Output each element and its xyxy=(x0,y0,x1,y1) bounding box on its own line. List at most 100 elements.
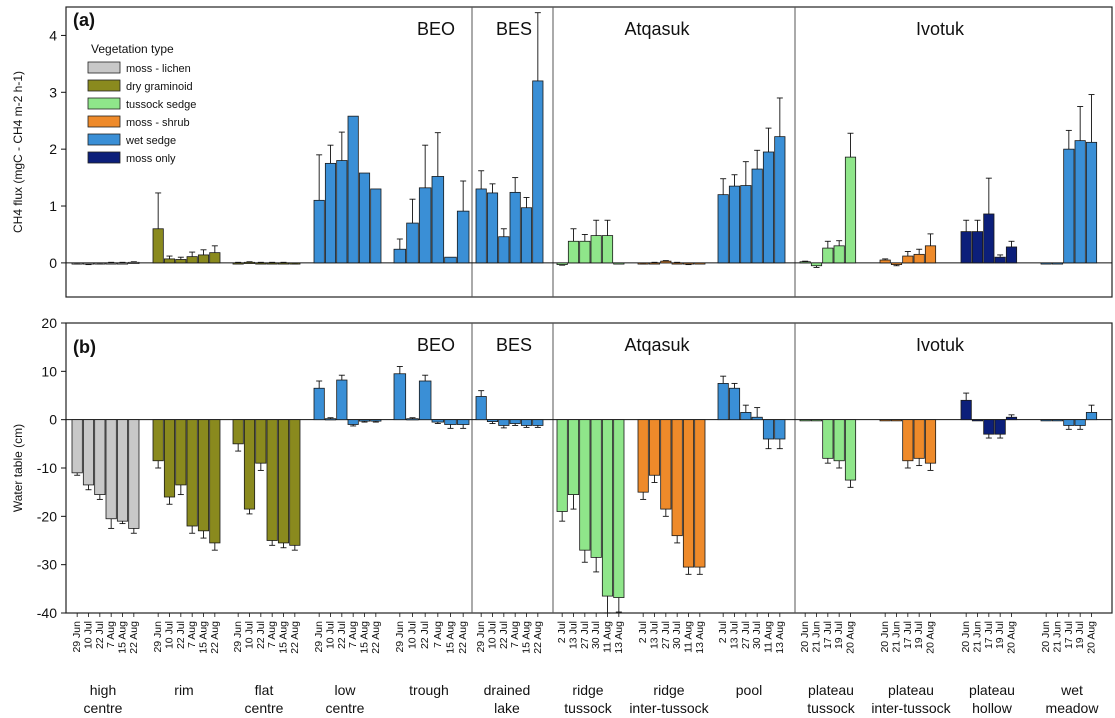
bar xyxy=(152,419,164,462)
region-label-ivotuk: Ivotuk xyxy=(916,19,965,39)
x-tick-label: 2 Jul xyxy=(637,621,649,643)
x-tick-label: 13 Aug xyxy=(694,621,706,654)
bar xyxy=(774,136,786,264)
x-tick-label: 22 Jul xyxy=(419,621,431,649)
x-tick-label: 20 Jun xyxy=(1040,621,1052,653)
x-tick-label: 13 Jul xyxy=(729,621,741,649)
bar xyxy=(277,262,290,265)
bar xyxy=(983,213,995,264)
bar xyxy=(601,419,614,597)
x-tick-label: 29 Jun xyxy=(475,621,487,653)
bar xyxy=(456,419,470,425)
x-tick-label: 22 Jul xyxy=(336,621,348,649)
bar xyxy=(924,245,937,264)
bar xyxy=(971,231,984,264)
bar xyxy=(498,236,510,264)
bar xyxy=(370,419,382,422)
bar xyxy=(128,261,140,264)
legend-label: tussock sedge xyxy=(126,99,196,111)
x-tick-label: 7 Aug xyxy=(509,621,521,648)
x-tick-label: 20 Jun xyxy=(799,621,811,653)
bar xyxy=(532,80,544,264)
bar xyxy=(994,419,1006,435)
bar xyxy=(799,261,811,264)
bar xyxy=(579,419,591,551)
bar xyxy=(890,419,903,422)
legend-label: dry graminoid xyxy=(126,81,193,93)
bar xyxy=(913,419,925,459)
bar xyxy=(498,419,510,426)
bar xyxy=(82,262,95,265)
x-tick-label: 22 Jul xyxy=(498,621,510,649)
bar xyxy=(209,252,221,264)
region-label-bes: BES xyxy=(496,19,532,39)
legend-label: moss - shrub xyxy=(126,117,190,129)
bar xyxy=(613,419,625,598)
panel-b: 20 10 0 -10 -20 -30 -40 Water table (cm) (b) BEO B… xyxy=(11,315,1113,716)
group-label: pool xyxy=(736,682,762,698)
x-tick-label: 10 Jul xyxy=(407,621,419,649)
group-label: lake xyxy=(494,700,520,716)
group-label: inter-tussock xyxy=(629,700,709,716)
bar xyxy=(1051,262,1064,265)
legend-label: wet sedge xyxy=(125,135,176,147)
x-tick-label: 15 Aug xyxy=(359,621,371,654)
bar xyxy=(682,419,695,568)
bar xyxy=(475,188,487,264)
x-tick-label: 20 Aug xyxy=(1086,621,1098,654)
bar xyxy=(105,262,117,265)
region-label-ivotuk: Ivotuk xyxy=(916,335,965,355)
bar xyxy=(232,262,244,265)
x-tick-label: 19 Jul xyxy=(833,621,845,649)
x-tick-label: 17 Jul xyxy=(902,621,914,649)
x-tick-label: 30 Jul xyxy=(590,621,602,649)
plot-frame xyxy=(65,6,1113,298)
x-tick-label: 20 Aug xyxy=(1006,621,1018,654)
x-tick-label: 10 Jul xyxy=(244,621,256,649)
legend: Vegetation type moss - lichen dry graminoi… xyxy=(87,42,196,165)
y-tick-label: -40 xyxy=(37,605,57,621)
x-tick-label: 13 Jul xyxy=(568,621,580,649)
bar xyxy=(289,419,301,546)
group-label: tussock xyxy=(807,700,855,716)
bar xyxy=(960,231,972,264)
bar xyxy=(960,399,972,421)
x-tick-label: 30 Jul xyxy=(671,621,683,649)
x-tick-label: 15 Aug xyxy=(278,621,290,654)
bar xyxy=(393,248,407,264)
bar xyxy=(902,255,914,264)
bar xyxy=(347,115,359,264)
bar xyxy=(924,419,937,464)
x-tick-label: 10 Jul xyxy=(83,621,95,649)
x-tick-label: 15 Aug xyxy=(521,621,533,654)
x-tick-label: 10 Jul xyxy=(325,621,337,649)
bar xyxy=(175,419,187,486)
panel-label: (a) xyxy=(73,10,95,30)
bar xyxy=(1063,419,1075,426)
bar xyxy=(209,419,221,544)
x-tick-label: 15 Aug xyxy=(117,621,129,654)
bar xyxy=(163,258,176,264)
x-tick-label: 22 Jul xyxy=(94,621,106,649)
bar xyxy=(833,419,845,462)
group-label: low xyxy=(334,682,356,698)
group-label: meadow xyxy=(1046,700,1100,716)
y-axis-title: CH4 flux (mgC - CH4 m-2 h-1) xyxy=(11,71,25,233)
bar xyxy=(822,419,834,459)
bar xyxy=(186,419,198,527)
y-tick-label: 2 xyxy=(49,141,57,157)
bar xyxy=(431,419,445,423)
bar xyxy=(994,256,1006,264)
bar xyxy=(116,419,129,522)
group-label: centre xyxy=(326,700,365,716)
bar xyxy=(833,245,845,264)
region-label-atqasuk: Atqasuk xyxy=(624,335,690,355)
bar xyxy=(1085,141,1098,264)
bar xyxy=(717,194,729,264)
bar xyxy=(358,172,371,264)
bar xyxy=(913,253,925,264)
y-tick-label: 1 xyxy=(49,198,57,214)
bar xyxy=(313,199,325,264)
x-tick-label: 2 Jul xyxy=(556,621,568,643)
bar xyxy=(105,419,117,520)
